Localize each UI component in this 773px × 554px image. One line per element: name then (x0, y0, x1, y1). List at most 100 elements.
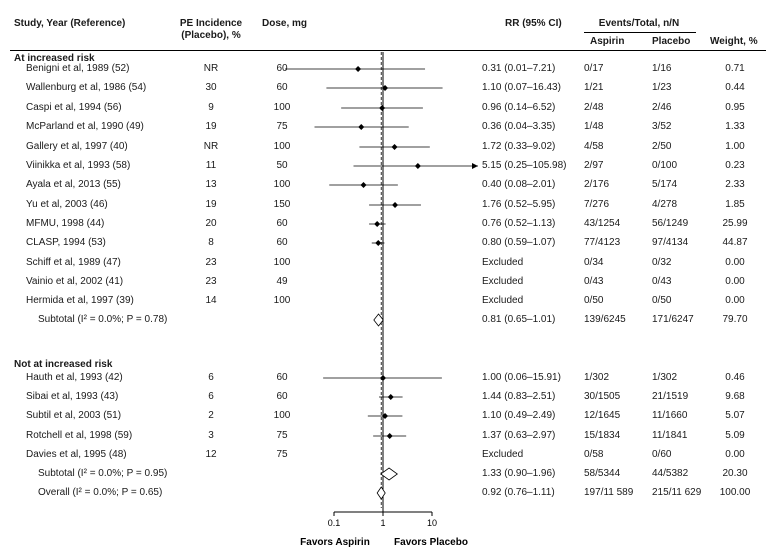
study-name: Hauth et al, 1993 (42) (26, 372, 123, 383)
aspirin-events: 15/1834 (584, 430, 621, 441)
dose: 100 (273, 295, 291, 306)
study-name: Caspi et al, 1994 (56) (26, 102, 122, 113)
weight: 0.00 (725, 276, 745, 287)
rr-ci: 1.76 (0.52–5.95) (482, 199, 556, 210)
pe-incidence: 6 (208, 391, 214, 402)
favors-placebo-label: Favors Placebo (394, 537, 468, 548)
placebo-events: 11/1841 (652, 430, 688, 441)
study-name: Rotchell et al, 1998 (59) (26, 430, 133, 441)
dose: 150 (273, 199, 291, 210)
dose: 75 (276, 121, 288, 132)
placebo-events: 56/1249 (652, 218, 689, 229)
aspirin-events: 58/5344 (584, 468, 621, 479)
study-name: McParland et al, 1990 (49) (26, 121, 144, 132)
header-placebo: Placebo (652, 36, 691, 47)
aspirin-events: 0/50 (584, 295, 604, 306)
favors-aspirin-label: Favors Aspirin (300, 537, 370, 548)
dose: 100 (273, 410, 291, 421)
study-name: Davies et al, 1995 (48) (26, 449, 127, 460)
x-tick-label: 10 (427, 518, 437, 528)
weight: 5.09 (725, 430, 745, 441)
dose: 75 (276, 430, 288, 441)
summary-diamond (376, 486, 386, 500)
study-name: Viinikka et al, 1993 (58) (26, 160, 131, 171)
dose: 100 (273, 102, 291, 113)
rr-ci: 1.37 (0.63–2.97) (482, 430, 556, 441)
point-estimate (375, 240, 382, 246)
placebo-events: 0/32 (652, 257, 672, 268)
header-weight: Weight, % (710, 36, 758, 47)
placebo-events: 4/278 (652, 199, 678, 210)
ci-arrow (472, 163, 478, 169)
study-name: Vainio et al, 2002 (41) (26, 276, 124, 287)
aspirin-events: 0/17 (584, 63, 604, 74)
header-rule (10, 50, 766, 51)
study-name: Hermida et al, 1997 (39) (26, 295, 134, 306)
placebo-events: 1/23 (652, 82, 672, 93)
rr-ci: 0.76 (0.52–1.13) (482, 218, 556, 229)
point-estimate (374, 221, 381, 227)
aspirin-events: 77/4123 (584, 237, 621, 248)
pe-incidence: 12 (205, 449, 217, 460)
pe-incidence: 20 (205, 218, 217, 229)
placebo-events: 171/6247 (652, 314, 694, 325)
weight: 5.07 (725, 410, 745, 421)
study-name: MFMU, 1998 (44) (26, 218, 105, 229)
placebo-events: 97/4134 (652, 237, 689, 248)
weight: 0.00 (725, 257, 745, 268)
pe-incidence: 9 (208, 102, 214, 113)
weight: 0.23 (725, 160, 745, 171)
dose: 100 (273, 179, 291, 190)
study-name: Ayala et al, 2013 (55) (26, 179, 121, 190)
header-pe-incidence: PE Incidence (179, 18, 243, 29)
aspirin-events: 197/11 589 (584, 487, 634, 498)
weight: 0.44 (725, 82, 745, 93)
rr-ci: 5.15 (0.25–105.98) (482, 160, 567, 171)
placebo-events: 11/1660 (652, 410, 688, 421)
weight: 2.33 (725, 179, 745, 190)
rr-ci: Excluded (482, 276, 524, 287)
dose: 60 (276, 218, 288, 229)
weight: 0.00 (725, 449, 745, 460)
weight: 1.00 (725, 141, 745, 152)
point-estimate (358, 124, 365, 130)
overall-label: Overall (I² = 0.0%; P = 0.65) (38, 487, 163, 498)
pe-incidence: 13 (205, 179, 217, 190)
placebo-events: 0/100 (652, 160, 678, 171)
point-estimate (386, 433, 393, 439)
pe-incidence: 3 (208, 430, 214, 441)
study-name: Subtil et al, 2003 (51) (26, 410, 122, 421)
weight: 0.95 (725, 102, 745, 113)
dose: 60 (276, 82, 288, 93)
rr-ci: Excluded (482, 449, 524, 460)
rr-ci: 0.40 (0.08–2.01) (482, 179, 556, 190)
aspirin-events: 2/176 (584, 179, 610, 190)
aspirin-events: 1/302 (584, 372, 610, 383)
study-name: Gallery et al, 1997 (40) (26, 141, 128, 152)
dose: 60 (276, 391, 288, 402)
point-estimate (360, 182, 367, 188)
placebo-events: 2/50 (652, 141, 672, 152)
pe-incidence: 30 (205, 82, 217, 93)
rr-ci: 0.31 (0.01–7.21) (482, 63, 556, 74)
weight: 100.00 (719, 487, 751, 498)
aspirin-events: 12/1645 (584, 410, 621, 421)
aspirin-events: 1/21 (584, 82, 604, 93)
study-name: Sibai et al, 1993 (43) (26, 391, 119, 402)
events-underline (584, 32, 696, 33)
pe-incidence: 23 (205, 276, 217, 287)
study-name: CLASP, 1994 (53) (26, 237, 106, 248)
aspirin-events: 0/34 (584, 257, 604, 268)
header-pe-placebo: (Placebo), % (181, 30, 241, 41)
rr-ci: 1.72 (0.33–9.02) (482, 141, 556, 152)
point-estimate (382, 85, 389, 91)
aspirin-events: 30/1505 (584, 391, 621, 402)
weight: 1.33 (725, 121, 745, 132)
pe-incidence: 14 (205, 295, 217, 306)
dose: 100 (273, 141, 291, 152)
study-name: Wallenburg et al, 1986 (54) (26, 82, 147, 93)
pe-incidence: 6 (208, 372, 214, 383)
rr-ci: 1.10 (0.49–2.49) (482, 410, 556, 421)
point-estimate (382, 413, 389, 419)
aspirin-events: 43/1254 (584, 218, 621, 229)
